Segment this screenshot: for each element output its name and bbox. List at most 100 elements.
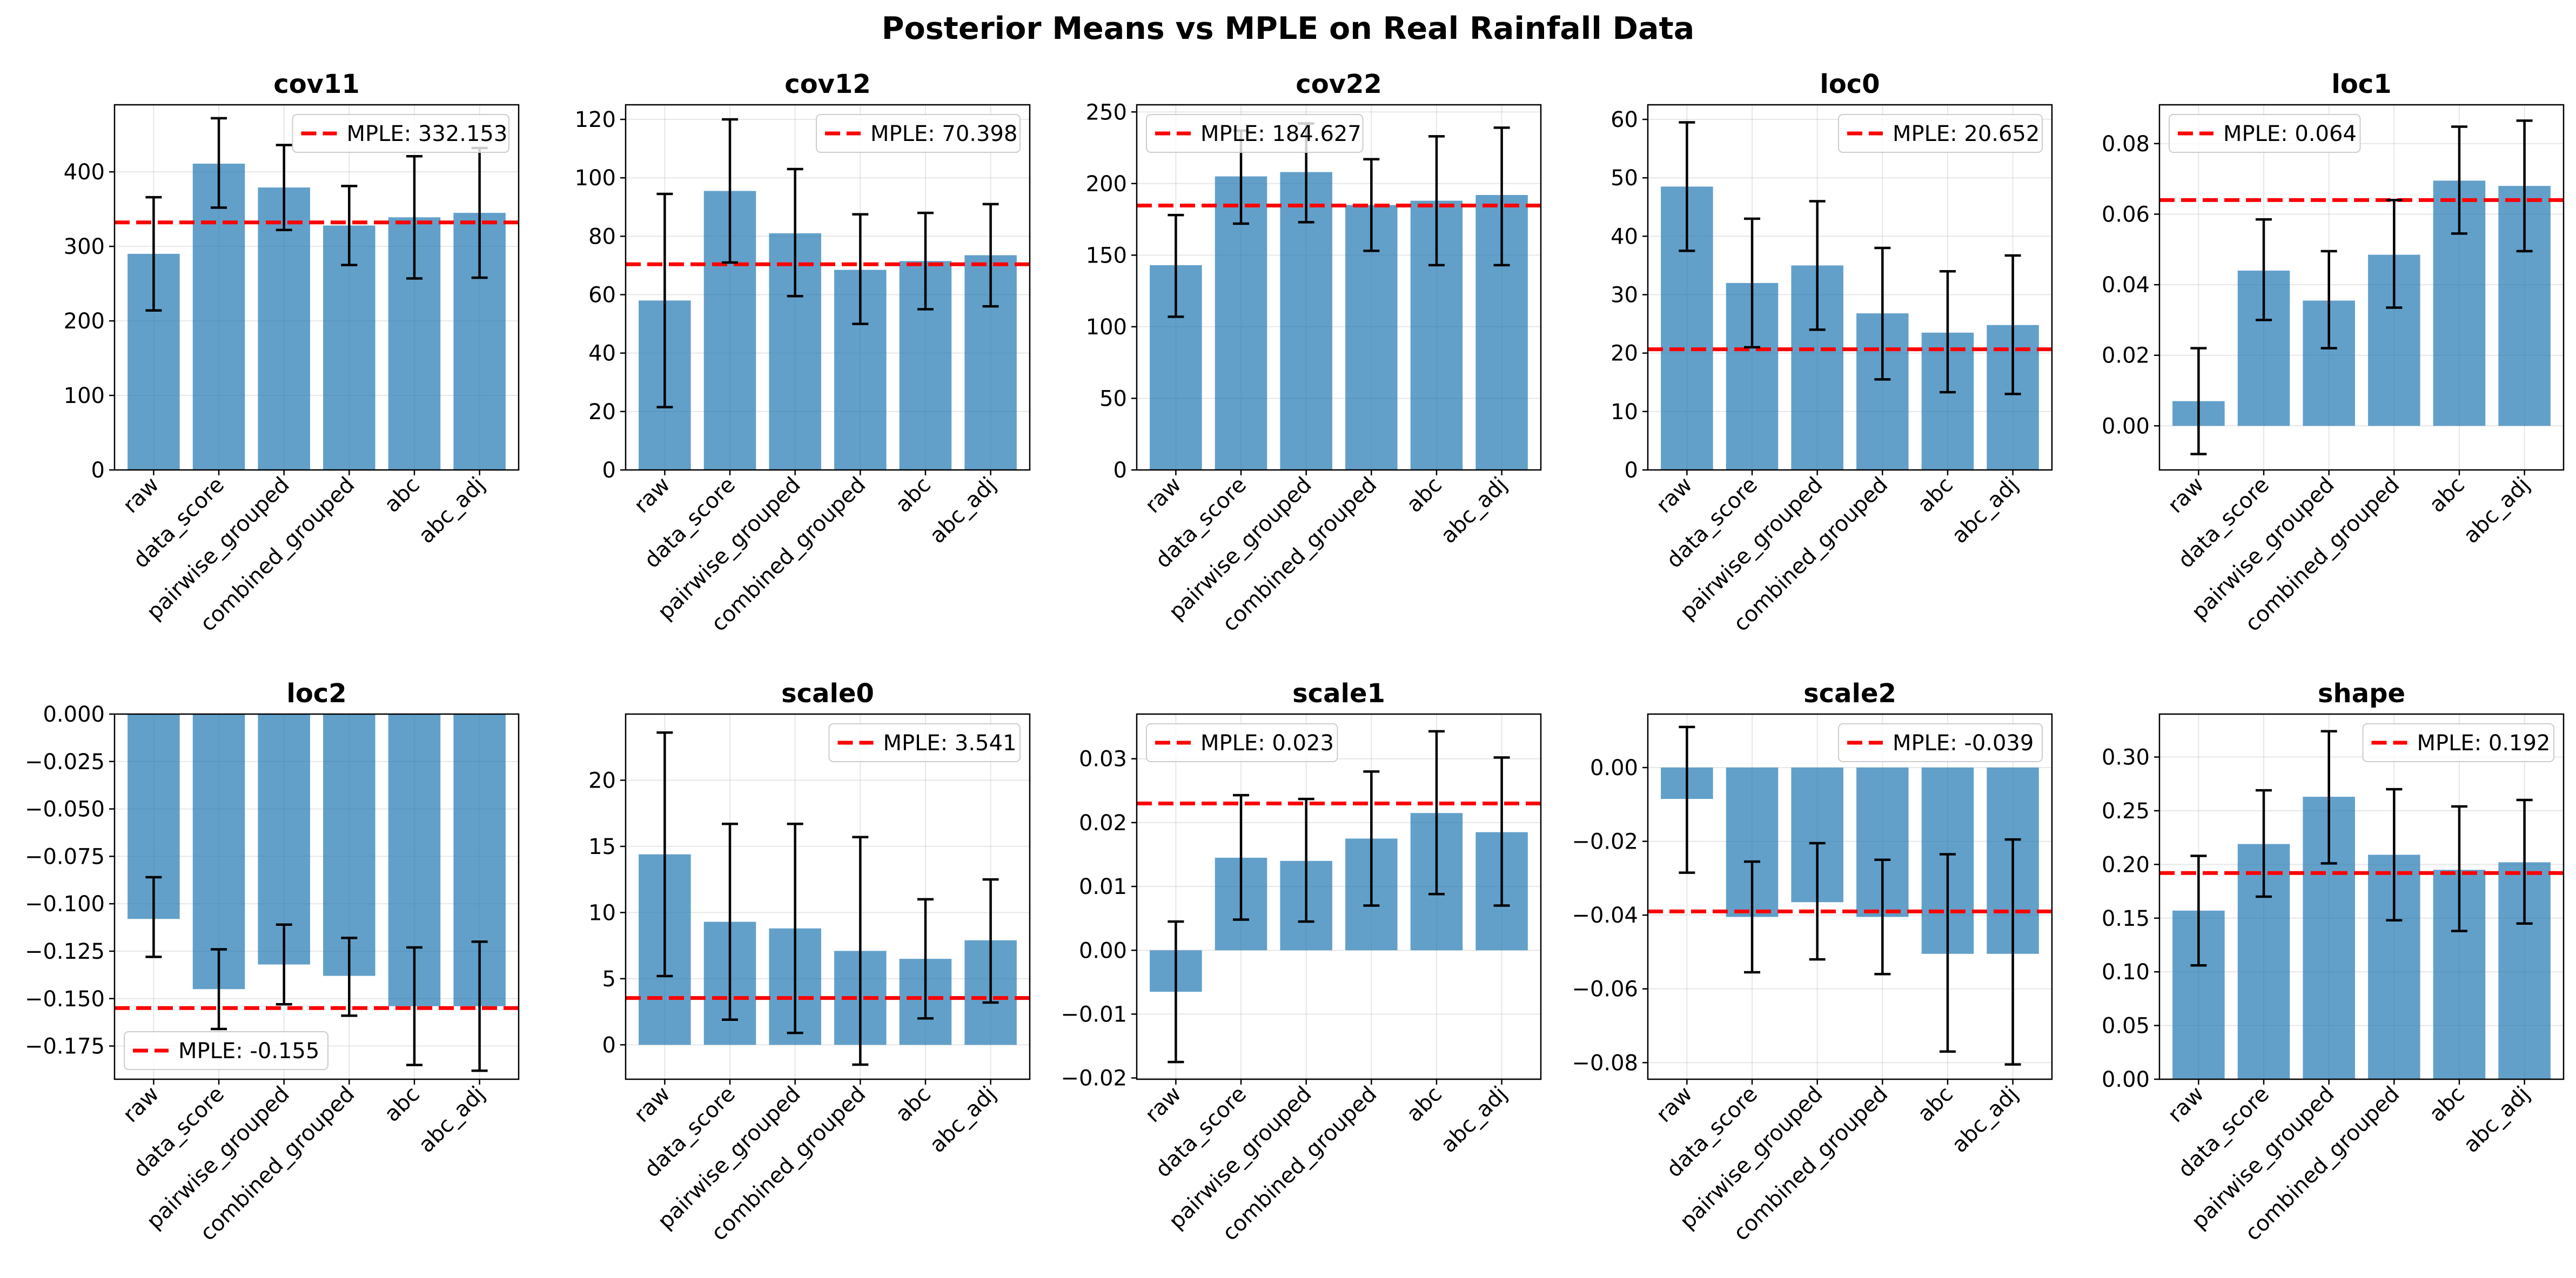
axes-frame (1647, 104, 2053, 471)
legend: MPLE: 0.192 (2362, 723, 2554, 762)
bar-combined_grouped (323, 225, 375, 470)
subplot-title: cov22 (1296, 69, 1382, 99)
y-tick-label: 250 (1086, 100, 1127, 125)
y-tick-label: 0.00 (2102, 414, 2150, 439)
legend-label: MPLE: -0.039 (1893, 731, 2034, 756)
subplot-cov11: 0100200300400rawdata_scorepairwise_group… (64, 69, 520, 636)
y-tick-label: 0.04 (2102, 273, 2150, 298)
y-tick-label: 0.08 (2102, 132, 2150, 157)
plot-area (626, 105, 1030, 470)
legend-box (1838, 114, 2043, 153)
bar-data_score (1215, 176, 1267, 470)
y-tick-label: 0.01 (1079, 875, 1127, 899)
axes-frame (2158, 104, 2565, 471)
legend-box (292, 114, 509, 153)
subplot-title: scale0 (781, 678, 874, 709)
figure-title: Posterior Means vs MPLE on Real Rainfall… (882, 11, 1694, 46)
y-tick-label: 30 (1611, 283, 1638, 308)
y-tick-label: 300 (64, 234, 105, 259)
y-tick-label: −0.125 (25, 939, 105, 964)
y-tick-label: −0.01 (1061, 1002, 1127, 1027)
error-bars (2190, 730, 2533, 967)
axes-frame (113, 104, 520, 471)
subplot-title: loc2 (286, 678, 346, 709)
subplot-loc0: 0102030405060rawdata_scorepairwise_group… (1611, 69, 2053, 636)
subplot-title: scale1 (1292, 678, 1385, 709)
legend: MPLE: 20.652 (1838, 114, 2043, 153)
legend-label: MPLE: 332.153 (347, 122, 508, 146)
legend: MPLE: 332.153 (292, 114, 509, 153)
y-tick-label: −0.08 (1572, 1051, 1638, 1075)
y-tick-label: 40 (588, 341, 616, 366)
plot-area (115, 105, 519, 470)
error-bars (145, 876, 488, 1072)
plot-area (1137, 714, 1541, 1079)
y-tick-label: 200 (1086, 172, 1127, 197)
legend-box (2362, 723, 2554, 762)
legend-box (2169, 114, 2361, 153)
y-tick-label: 120 (575, 107, 616, 132)
legend-label: MPLE: 0.192 (2417, 731, 2551, 756)
y-tick-label: 0.30 (2102, 745, 2150, 770)
subplot-loc2: 0.000 −0.025 −0.050 −0.075 −0.100 −0.125 −0.15… (25, 678, 520, 1246)
y-tick-label: 0 (602, 458, 616, 483)
y-tick-label: −0.025 (25, 750, 105, 775)
error-bars (1679, 725, 2021, 1066)
legend-label: MPLE: 0.023 (1200, 731, 1334, 756)
legend-label: MPLE: 70.398 (870, 122, 1017, 146)
y-tick-label: 50 (1099, 386, 1127, 411)
y-tick-label: 80 (588, 224, 616, 249)
y-tick-label: −0.175 (25, 1034, 105, 1059)
legend-label: MPLE: 3.541 (883, 731, 1017, 756)
subplot-title: cov12 (784, 69, 871, 99)
axes-frame (625, 713, 1031, 1080)
legend-label: MPLE: -0.155 (178, 1039, 319, 1064)
y-tick-label: 200 (64, 309, 105, 334)
y-tick-label: −0.150 (25, 987, 105, 1012)
subplot-scale0: 05101520rawdata_scorepairwise_groupedcom… (588, 678, 1031, 1246)
bar-data_score (192, 714, 245, 990)
y-tick-label: 60 (588, 283, 616, 308)
plot-area (1648, 714, 2052, 1079)
y-tick-label: 0.00 (1590, 756, 1638, 781)
axes-frame (2158, 713, 2565, 1080)
subplot-title: cov11 (273, 69, 360, 99)
axes-frame (113, 713, 520, 1080)
legend: MPLE: -0.039 (1838, 723, 2043, 762)
legend: MPLE: 184.627 (1146, 114, 1364, 153)
y-tick-label: 15 (588, 835, 616, 859)
plot-area (1648, 105, 2052, 470)
legend: MPLE: -0.155 (124, 1031, 328, 1070)
y-tick-label: 100 (575, 166, 616, 191)
axes-frame (625, 104, 1031, 471)
y-tick-label: 10 (1611, 400, 1638, 425)
legend-box (1146, 114, 1364, 153)
y-tick-label: 0.00 (2102, 1067, 2150, 1092)
y-tick-label: 0.02 (1079, 811, 1127, 836)
y-tick-label: −0.100 (25, 892, 105, 917)
y-tick-label: 100 (64, 384, 105, 408)
y-tick-label: 0.000 (43, 702, 105, 727)
y-tick-label: 20 (588, 400, 616, 425)
y-tick-label: −0.04 (1572, 903, 1638, 928)
y-tick-label: 0.03 (1079, 747, 1127, 772)
legend: MPLE: 3.541 (828, 723, 1021, 762)
subplot-title: loc0 (1820, 69, 1880, 99)
y-tick-label: 20 (588, 768, 616, 793)
y-tick-label: 0.02 (2102, 344, 2150, 368)
subplot-title: loc1 (2331, 69, 2391, 99)
legend: MPLE: 70.398 (816, 114, 1021, 153)
legend-box (816, 114, 1021, 153)
y-tick-label: 150 (1086, 243, 1127, 268)
bars (1661, 768, 2039, 954)
y-tick-label: 40 (1611, 224, 1638, 249)
y-tick-label: 0 (1625, 458, 1638, 483)
y-tick-label: −0.02 (1572, 830, 1638, 855)
y-tick-label: 50 (1611, 166, 1638, 191)
subplot-title: scale2 (1803, 678, 1896, 709)
y-tick-label: 5 (602, 967, 616, 992)
legend-label: MPLE: 20.652 (1893, 122, 2040, 146)
axes-frame (1647, 713, 2053, 1080)
y-tick-label: 0.15 (2102, 906, 2150, 931)
y-tick-label: 60 (1611, 107, 1638, 132)
